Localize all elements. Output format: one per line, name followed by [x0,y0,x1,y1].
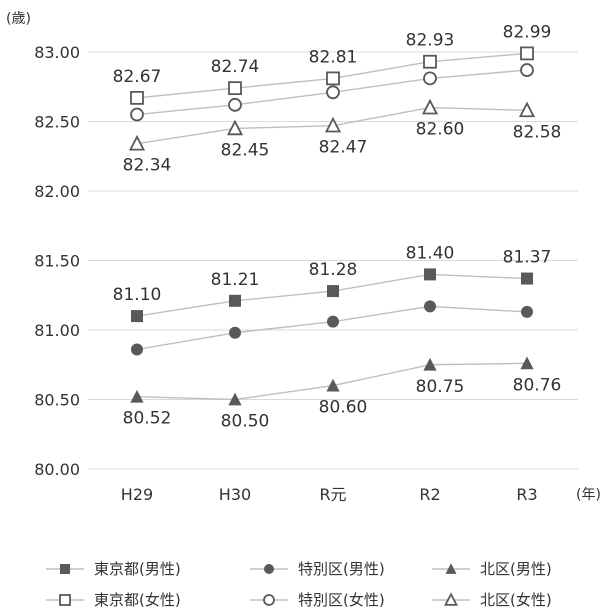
legend-item-3: 東京都(女性) [46,591,181,609]
data-point-3 [520,46,534,61]
y-tick-label: 82.50 [34,113,80,132]
data-point-5 [421,98,439,115]
data-label: 82.93 [406,31,455,51]
data-point-0 [327,285,339,298]
y-axis-ticks: 83.00 82.50 82.00 81.50 81.00 80.50 80.00 [34,43,80,479]
data-label: 82.60 [416,120,465,140]
series-lines [136,52,528,401]
legend-label: 東京都(女性) [94,591,181,609]
data-point-5 [324,116,342,133]
data-point-1 [327,315,339,328]
data-point-2 [326,378,340,392]
legend-label: 特別区(女性) [298,591,385,609]
legend-marker-icon [59,594,71,606]
legend-label: 北区(男性) [480,560,552,578]
x-axis-unit-label: (年) [576,487,601,503]
data-point-5 [128,134,146,151]
x-tick-label: R元 [319,485,346,504]
data-point-1 [131,343,143,356]
data-point-4 [326,85,340,100]
y-tick-label: 80.50 [34,391,80,410]
data-point-4 [228,97,242,112]
data-label: 81.10 [113,285,162,305]
legend-item-5: 北区(女性) [432,591,552,609]
data-label: 82.47 [319,138,368,158]
data-label: 82.81 [309,47,358,67]
data-label: 81.28 [309,260,358,280]
data-point-1 [424,300,436,313]
data-point-2 [520,356,534,370]
legend-marker-icon [263,594,275,606]
legend-item-4: 特別区(女性) [250,591,385,609]
data-point-4 [423,71,437,86]
legend-marker-icon [264,564,274,574]
data-label: 82.74 [211,57,260,77]
data-label: 82.58 [513,122,562,142]
data-label: 81.21 [211,270,260,290]
data-point-5 [518,101,536,118]
legend-item-0: 東京都(男性) [46,560,181,578]
data-point-0 [521,272,533,285]
legend-marker-icon [60,564,70,574]
data-point-4 [130,107,144,122]
y-axis-unit-label: (歳) [6,11,31,27]
legend-marker-icon [445,563,457,574]
y-tick-label: 80.00 [34,460,80,479]
data-label: 82.34 [123,156,172,176]
data-point-1 [521,305,533,318]
series-line-1 [136,305,528,351]
data-point-5 [226,119,244,136]
data-labels: 81.10 81.21 81.28 81.40 81.37 80.52 80.50 80.60… [113,22,562,431]
legend-item-2: 北区(男性) [432,560,552,578]
x-tick-label: H29 [121,485,153,504]
gridlines [88,51,578,470]
data-point-2 [228,392,242,406]
x-axis-ticks: H29 H30 R元 R2 R3 [121,485,538,504]
data-label: 82.45 [221,140,270,160]
data-label: 80.60 [319,398,368,418]
legend-marker-icon [444,592,458,606]
series-markers [128,46,536,406]
data-label: 80.76 [513,375,562,395]
legend-label: 北区(女性) [480,591,552,609]
data-point-0 [424,268,436,281]
data-point-0 [131,310,143,323]
data-point-2 [423,357,437,371]
x-tick-label: R2 [419,485,440,504]
data-point-3 [326,71,340,86]
data-point-3 [423,54,437,69]
data-label: 82.99 [503,22,552,42]
x-tick-label: H30 [219,485,251,504]
y-tick-label: 81.50 [34,252,80,271]
data-point-3 [228,81,242,96]
legend-label: 特別区(男性) [298,560,385,578]
data-point-1 [229,326,241,339]
y-tick-label: 83.00 [34,43,80,62]
data-label: 82.67 [113,67,162,87]
data-point-3 [130,90,144,105]
data-label: 81.37 [503,248,552,268]
data-label: 81.40 [406,243,455,263]
x-tick-label: R3 [516,485,537,504]
data-label: 80.75 [416,377,465,397]
data-label: 80.50 [221,412,270,432]
y-tick-label: 82.00 [34,182,80,201]
data-point-2 [130,389,144,403]
y-tick-label: 81.00 [34,321,80,340]
data-point-4 [520,63,534,77]
legend-item-1: 特別区(男性) [250,560,385,578]
data-label: 80.52 [123,409,172,429]
legend: 東京都(男性) 特別区(男性) 北区(男性) 東京都(女性) 特別区(女性) 北区(女性) [46,560,552,609]
data-point-0 [229,294,241,307]
legend-label: 東京都(男性) [94,560,181,578]
